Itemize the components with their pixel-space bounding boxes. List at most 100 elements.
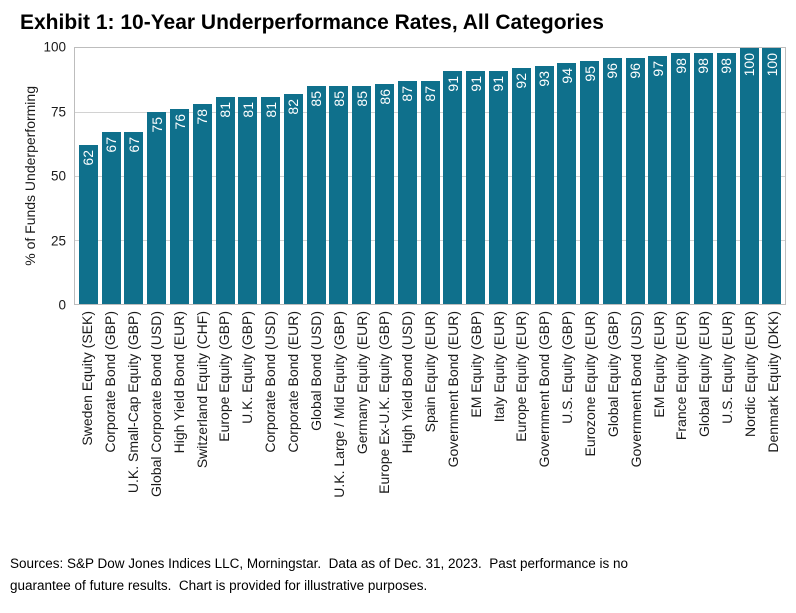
bar-slot: 100	[738, 48, 761, 304]
x-axis-label-slot: Government Bond (GBP)	[533, 311, 556, 541]
bar-slot: 75	[145, 48, 168, 304]
y-axis-tick: 0	[58, 297, 66, 313]
bar: 94	[557, 63, 577, 304]
bar: 76	[170, 109, 190, 304]
x-axis-label: EM Equity (EUR)	[650, 311, 667, 418]
x-axis-label: Global Equity (EUR)	[696, 311, 713, 438]
x-axis-label-slot: U.K. Small-Cap Equity (GBP)	[122, 311, 145, 541]
bar-slot: 98	[692, 48, 715, 304]
bar: 85	[329, 86, 349, 304]
x-axis-label: Italy Equity (EUR)	[490, 311, 507, 423]
bar-value-label: 98	[718, 58, 735, 74]
bar-value-label: 86	[376, 88, 393, 105]
x-axis-label: Corporate Bond (EUR)	[285, 311, 302, 453]
bar-value-label: 85	[308, 91, 325, 107]
x-axis-label-slot: Europe Ex-U.K. Equity (GBP)	[373, 311, 396, 541]
bar-slot: 78	[191, 48, 214, 304]
source-note: Sources: S&P Dow Jones Indices LLC, Morn…	[10, 553, 796, 597]
y-axis-tick: 100	[43, 39, 66, 55]
bar-slot: 98	[715, 48, 738, 304]
x-axis-label: EM Equity (GBP)	[467, 311, 484, 418]
x-axis-label-slot: Government Bond (EUR)	[442, 311, 465, 541]
x-axis-label: Global Bond (USD)	[307, 311, 324, 431]
x-axis-label: Spain Equity (EUR)	[422, 311, 439, 433]
x-axis-label-slot: Sweden Equity (SEK)	[76, 311, 99, 541]
x-axis-label-slot: Corporate Bond (USD)	[259, 311, 282, 541]
x-axis-label: Sweden Equity (SEK)	[79, 311, 96, 446]
x-axis-label: Europe Equity (EUR)	[513, 311, 530, 442]
bar-slot: 95	[578, 48, 601, 304]
bar: 62	[78, 145, 98, 304]
x-axis-label: Switzerland Equity (CHF)	[193, 311, 210, 469]
bar-slot: 93	[533, 48, 556, 304]
bar-value-label: 98	[695, 58, 712, 74]
bar: 96	[602, 58, 622, 304]
bar: 67	[101, 132, 121, 304]
bar-value-label: 87	[422, 86, 439, 102]
bar: 87	[420, 81, 440, 304]
x-axis-label-slot: High Yield Bond (USD)	[396, 311, 419, 541]
y-axis-title-column: % of Funds Underperforming	[20, 47, 40, 305]
y-axis-tick: 50	[50, 168, 66, 184]
bar: 81	[238, 96, 258, 304]
bar-slot: 81	[236, 48, 259, 304]
bar: 98	[716, 53, 736, 304]
bars-container: 62 67 67 75 76 78 81 81 81 82 85 85 85 86 87 87 91 91 91 92…	[75, 48, 785, 304]
bar-value-label: 62	[80, 150, 97, 166]
x-axis-label: High Yield Bond (USD)	[399, 311, 416, 454]
bar-value-label: 85	[353, 91, 370, 107]
x-axis-label-slot: Global Equity (GBP)	[601, 311, 624, 541]
bar: 97	[648, 55, 668, 304]
x-axis-label-slot: Italy Equity (EUR)	[487, 311, 510, 541]
bar: 91	[443, 71, 463, 304]
x-axis-label: Europe Ex-U.K. Equity (GBP)	[376, 311, 393, 494]
bar-value-label: 82	[285, 99, 302, 115]
bar: 91	[466, 71, 486, 304]
bar-slot: 98	[669, 48, 692, 304]
x-axis-label-slot: Eurozone Equity (EUR)	[579, 311, 602, 541]
bar-slot: 82	[282, 48, 305, 304]
bar-slot: 100	[760, 48, 783, 304]
x-axis-label: Nordic Equity (EUR)	[741, 311, 758, 438]
bar-value-label: 97	[649, 60, 666, 77]
bar: 82	[283, 94, 303, 304]
bar-slot: 85	[328, 48, 351, 304]
x-axis-label-slot: Corporate Bond (EUR)	[282, 311, 305, 541]
x-axis-label: U.S. Equity (EUR)	[719, 311, 736, 424]
x-axis-label: Global Equity (GBP)	[604, 311, 621, 438]
bar-value-label: 95	[581, 65, 598, 82]
bar-value-label: 76	[171, 114, 188, 131]
bar-value-label: 67	[125, 137, 142, 154]
bar: 87	[397, 81, 417, 304]
bar: 85	[352, 86, 372, 304]
x-axis-label: U.K. Small-Cap Equity (GBP)	[125, 311, 142, 494]
bar-slot: 96	[624, 48, 647, 304]
x-axis-label: Government Bond (USD)	[627, 311, 644, 468]
bar-slot: 67	[100, 48, 123, 304]
x-axis-label: Government Bond (EUR)	[444, 311, 461, 468]
bar-value-label: 94	[558, 68, 575, 84]
bar-value-label: 100	[741, 53, 758, 77]
x-axis-spacer	[40, 311, 74, 541]
bar-slot: 91	[464, 48, 487, 304]
bar: 100	[762, 48, 782, 304]
x-axis-label-slot: High Yield Bond (EUR)	[167, 311, 190, 541]
bar-slot: 87	[396, 48, 419, 304]
bar: 86	[375, 83, 395, 304]
bar-slot: 67	[123, 48, 146, 304]
bar-slot: 91	[487, 48, 510, 304]
x-axis-label: Eurozone Equity (EUR)	[581, 311, 598, 457]
x-axis-label-slot: Europe Equity (GBP)	[213, 311, 236, 541]
x-axis-label-slot: Global Corporate Bond (USD)	[145, 311, 168, 541]
x-axis-label: U.K. Equity (GBP)	[239, 311, 256, 424]
x-axis-label: Government Bond (GBP)	[536, 311, 553, 468]
bar: 92	[511, 68, 531, 304]
bar-value-label: 93	[536, 70, 553, 87]
x-axis-labels: Sweden Equity (SEK) Corporate Bond (GBP) U…	[74, 311, 786, 541]
bar: 95	[580, 60, 600, 304]
bar-slot: 76	[168, 48, 191, 304]
bar-slot: 87	[419, 48, 442, 304]
y-axis-tick: 75	[50, 104, 66, 119]
bar: 98	[671, 53, 691, 304]
